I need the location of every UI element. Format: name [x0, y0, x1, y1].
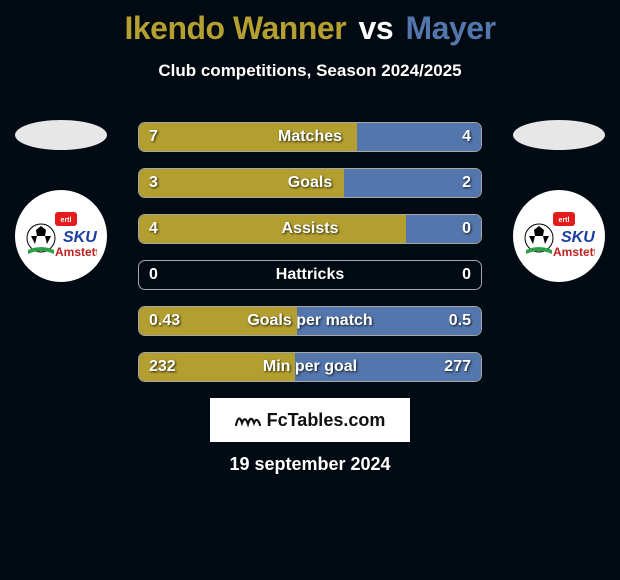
- player-left-head-placeholder: [15, 120, 107, 150]
- player-left-column: ertl SKU Amstetten: [15, 120, 107, 282]
- player-right-head-placeholder: [513, 120, 605, 150]
- footer-brand: FcTables.com: [210, 398, 410, 442]
- stat-label: Goals: [288, 174, 332, 192]
- stat-value-left: 0.43: [149, 312, 180, 330]
- stat-value-right: 0: [462, 266, 471, 284]
- stat-value-right: 2: [462, 174, 471, 192]
- stat-row: 4 0 Assists: [138, 214, 482, 244]
- brand-wave-icon: [235, 411, 261, 429]
- svg-text:Amstetten: Amstetten: [553, 245, 595, 259]
- stat-value-right: 0.5: [449, 312, 471, 330]
- stat-value-right: 277: [444, 358, 471, 376]
- vs-text: vs: [359, 10, 394, 46]
- svg-text:SKU: SKU: [561, 229, 595, 246]
- stat-value-left: 7: [149, 128, 158, 146]
- stat-label: Hattricks: [276, 266, 344, 284]
- stat-row: 7 4 Matches: [138, 122, 482, 152]
- player-left-name: Ikendo Wanner: [124, 10, 346, 46]
- stat-fill-right: [344, 169, 481, 197]
- subtitle: Club competitions, Season 2024/2025: [0, 61, 620, 81]
- stats-container: 7 4 Matches 3 2 Goals 4 0 Assists 0 0 Hattricks 0.43…: [138, 122, 482, 398]
- stat-label: Assists: [282, 220, 339, 238]
- club-badge-icon: ertl SKU Amstetten: [523, 206, 595, 266]
- svg-text:SKU: SKU: [63, 229, 97, 246]
- svg-text:ertl: ertl: [61, 217, 72, 224]
- stat-value-left: 232: [149, 358, 176, 376]
- stat-value-left: 4: [149, 220, 158, 238]
- stat-row: 232 277 Min per goal: [138, 352, 482, 382]
- svg-text:Amstetten: Amstetten: [55, 245, 97, 259]
- player-left-club-badge: ertl SKU Amstetten: [15, 190, 107, 282]
- stat-fill-left: [139, 215, 406, 243]
- stat-value-left: 0: [149, 266, 158, 284]
- comparison-title: Ikendo Wanner vs Mayer: [0, 0, 620, 47]
- stat-row: 0.43 0.5 Goals per match: [138, 306, 482, 336]
- stat-label: Goals per match: [247, 312, 372, 330]
- player-right-column: ertl SKU Amstetten: [513, 120, 605, 282]
- player-right-name: Mayer: [406, 10, 496, 46]
- stat-row: 0 0 Hattricks: [138, 260, 482, 290]
- stat-row: 3 2 Goals: [138, 168, 482, 198]
- stat-label: Min per goal: [263, 358, 357, 376]
- svg-text:ertl: ertl: [559, 217, 570, 224]
- club-badge-icon: ertl SKU Amstetten: [25, 206, 97, 266]
- stat-value-right: 4: [462, 128, 471, 146]
- footer-date: 19 september 2024: [0, 454, 620, 475]
- brand-text: FcTables.com: [267, 410, 386, 431]
- stat-value-left: 3: [149, 174, 158, 192]
- player-right-club-badge: ertl SKU Amstetten: [513, 190, 605, 282]
- stat-label: Matches: [278, 128, 342, 146]
- stat-value-right: 0: [462, 220, 471, 238]
